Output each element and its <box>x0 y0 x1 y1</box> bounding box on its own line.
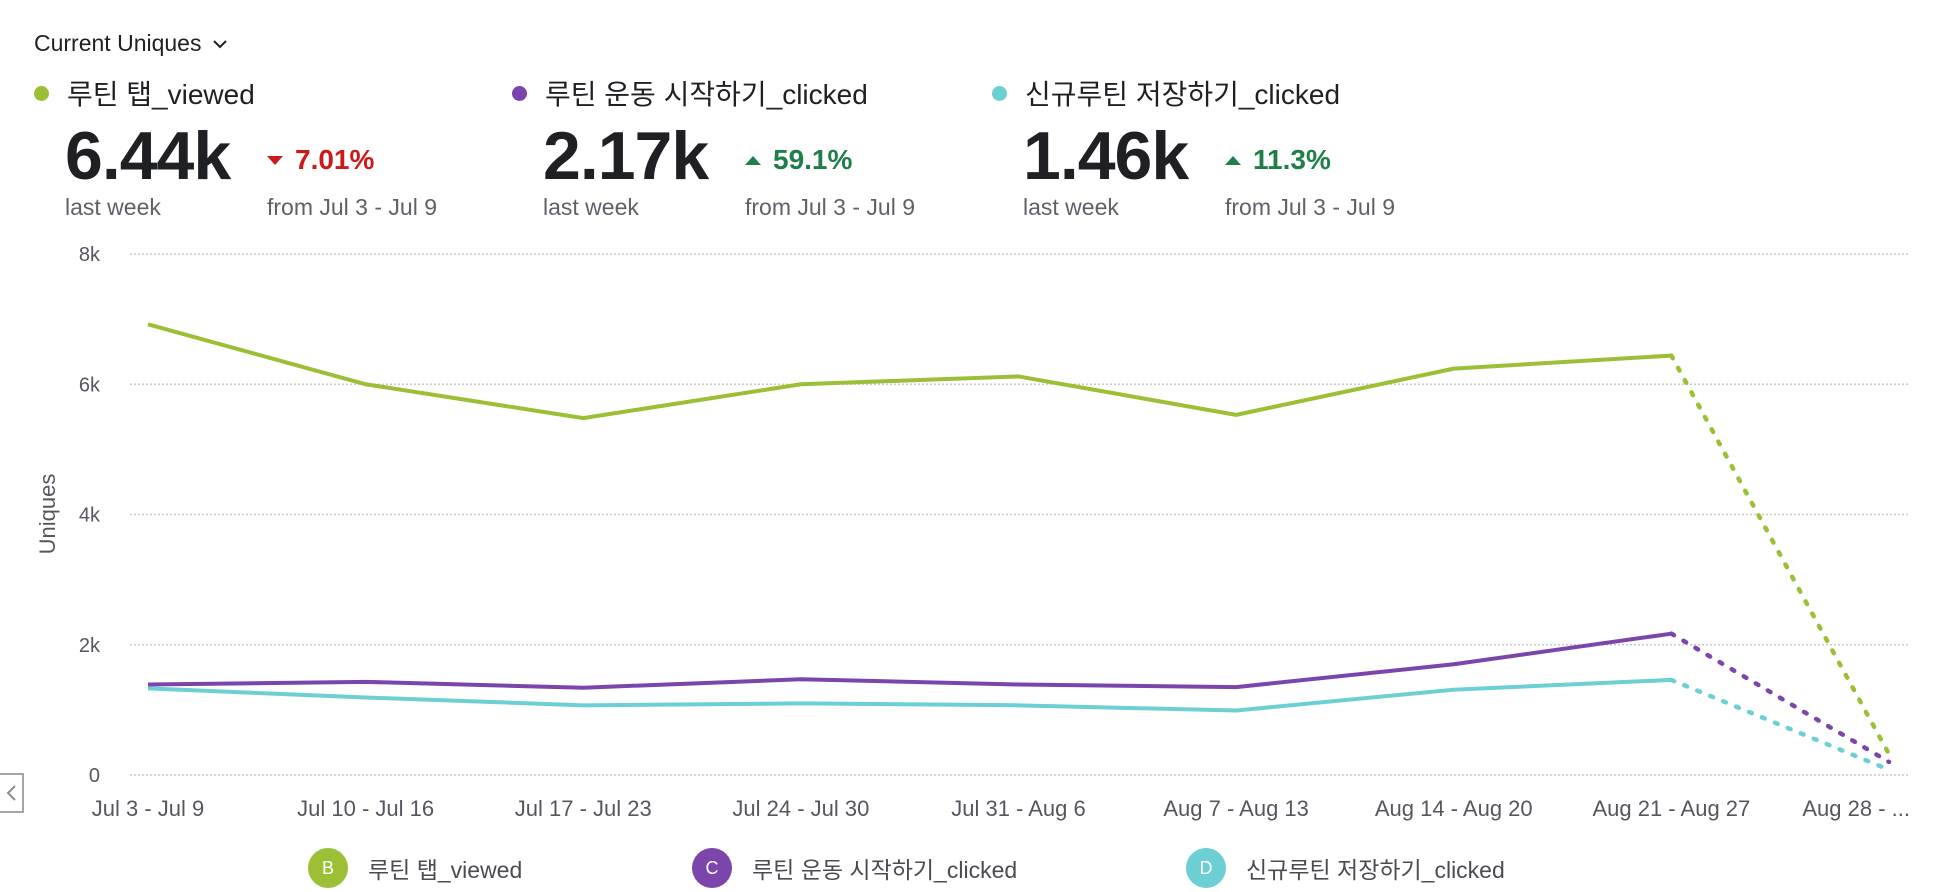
metric-change-caption: from Jul 3 - Jul 9 <box>745 194 915 220</box>
legend-item[interactable]: C 루틴 운동 시작하기_clicked <box>692 848 1017 888</box>
series-line[interactable] <box>147 322 1672 421</box>
scroll-left-button[interactable] <box>0 773 24 813</box>
x-tick-label: Aug 28 - ... <box>1802 796 1910 821</box>
y-tick-label: 8k <box>79 244 101 266</box>
x-axis-ticks: Jul 3 - Jul 9 Jul 10 - Jul 16 Jul 17 - Jul… <box>92 796 1910 821</box>
series-D[interactable] <box>147 677 1892 773</box>
metric-value-caption: last week <box>1023 194 1119 220</box>
series-line[interactable] <box>147 631 1672 690</box>
legend-label: 루틴 운동 시작하기_clicked <box>752 857 1018 883</box>
x-tick-label: Jul 24 - Jul 30 <box>732 796 869 821</box>
y-tick-label: 4k <box>79 505 101 527</box>
metric-name: 신규루틴 저장하기_clicked <box>1025 79 1341 110</box>
metric-change-caption: from Jul 3 - Jul 9 <box>1225 194 1395 220</box>
series-projection-line[interactable] <box>1669 353 1892 757</box>
legend-label: 신규루틴 저장하기_clicked <box>1246 857 1505 883</box>
metric-value-caption: last week <box>543 194 639 220</box>
metric-value-caption: last week <box>65 194 161 220</box>
metric-title[interactable]: 루틴 운동 시작하기_clicked <box>512 72 868 114</box>
x-tick-label: Jul 10 - Jul 16 <box>297 796 434 821</box>
series-color-dot <box>992 85 1007 101</box>
metric-change-caption: from Jul 3 - Jul 9 <box>267 194 437 220</box>
x-tick-label: Aug 7 - Aug 13 <box>1163 796 1309 821</box>
x-tick-label: Aug 21 - Aug 27 <box>1592 796 1750 821</box>
legend-badge: B <box>308 848 348 888</box>
series-projection-line[interactable] <box>1669 631 1892 765</box>
triangle-up-icon <box>745 155 761 165</box>
metric-name: 루틴 운동 시작하기_clicked <box>545 79 868 110</box>
chevron-down-icon <box>213 39 228 48</box>
series-C[interactable] <box>147 631 1892 765</box>
metric-name: 루틴 탭_viewed <box>67 79 255 110</box>
metric-change-value: 7.01% <box>295 144 375 175</box>
grid-lines <box>130 253 1908 776</box>
series-line[interactable] <box>147 677 1672 713</box>
legend-item[interactable]: D 신규루틴 저장하기_clicked <box>1186 848 1505 888</box>
chevron-left-icon <box>6 785 16 801</box>
y-tick-label: 0 <box>89 765 100 787</box>
metric-value: 6.44k <box>65 118 231 194</box>
metric-value: 1.46k <box>1023 118 1189 194</box>
y-tick-label: 6k <box>79 374 101 396</box>
legend-item[interactable]: B 루틴 탭_viewed <box>308 848 522 888</box>
metric-card: 루틴 운동 시작하기_clicked 2.17k 59.1% last week… <box>512 72 915 220</box>
series-projection-line[interactable] <box>1669 677 1892 773</box>
metric-selector-dropdown[interactable]: Current Uniques <box>34 30 229 57</box>
legend-badge: C <box>692 848 732 888</box>
metric-change: 11.3% <box>1225 144 1331 176</box>
metric-card: 신규루틴 저장하기_clicked 1.46k 11.3% last week … <box>992 72 1395 220</box>
metric-change-value: 11.3% <box>1253 144 1331 175</box>
y-tick-label: 2k <box>79 635 101 657</box>
metric-value: 2.17k <box>543 118 709 194</box>
series-B[interactable] <box>147 322 1892 757</box>
metric-change: 7.01% <box>267 144 374 176</box>
metric-change-value: 59.1% <box>773 144 853 175</box>
x-tick-label: Jul 3 - Jul 9 <box>92 796 205 821</box>
x-tick-label: Jul 17 - Jul 23 <box>515 796 652 821</box>
chart-legend: B 루틴 탭_viewed C 루틴 운동 시작하기_clicked D 신규루틴 저장하… <box>0 848 1944 892</box>
metric-selector-label: Current Uniques <box>34 30 202 56</box>
triangle-up-icon <box>1225 155 1241 165</box>
metric-title[interactable]: 신규루틴 저장하기_clicked <box>992 72 1340 114</box>
legend-badge: D <box>1186 848 1226 888</box>
metric-change: 59.1% <box>745 144 852 176</box>
metric-card: 루틴 탭_viewed 6.44k 7.01% last week from J… <box>34 72 437 220</box>
y-axis-ticks: 0 2k 4k 6k 8k <box>79 244 101 787</box>
series-lines <box>147 322 1892 773</box>
series-color-dot <box>512 85 527 101</box>
x-tick-label: Aug 14 - Aug 20 <box>1375 796 1533 821</box>
y-axis-title: Uniques <box>35 474 60 555</box>
triangle-down-icon <box>267 155 283 165</box>
metric-title[interactable]: 루틴 탭_viewed <box>34 72 255 114</box>
legend-label: 루틴 탭_viewed <box>368 857 523 883</box>
x-tick-label: Jul 31 - Aug 6 <box>951 796 1086 821</box>
series-color-dot <box>34 85 49 101</box>
